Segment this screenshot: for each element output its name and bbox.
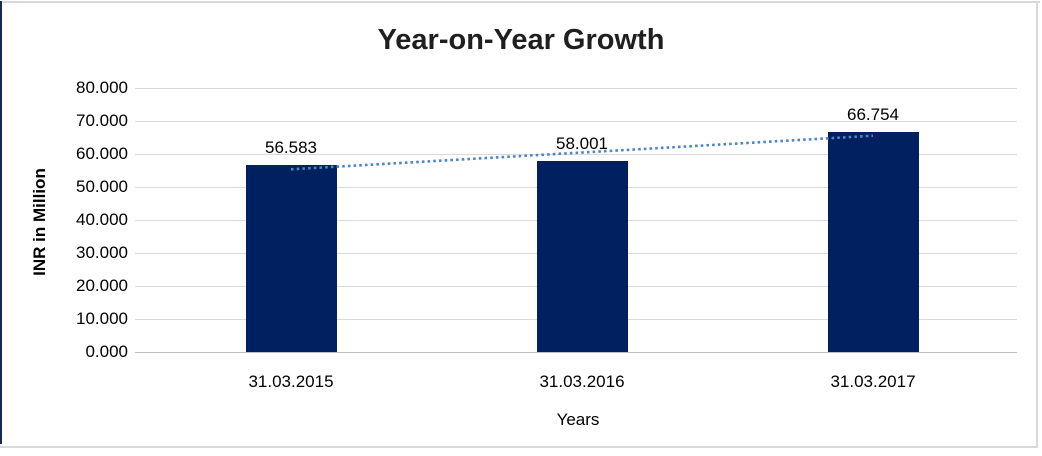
bar-31.03.2016 [536, 160, 628, 352]
x-tick-label: 31.03.2017 [830, 372, 916, 391]
data-label: 58.001 [556, 133, 608, 153]
frame-border-right [1036, 1, 1038, 448]
bar-31.03.2017 [827, 131, 919, 352]
gridline [135, 121, 1017, 122]
chart-title: Year-on-Year Growth [377, 24, 665, 56]
y-tick-label: 80.000 [76, 78, 128, 97]
x-tick-label: 31.03.2016 [539, 372, 625, 391]
y-tick-label: 20.000 [76, 276, 128, 295]
y-tick-label: 70.000 [76, 111, 128, 130]
y-tick-label: 50.000 [76, 177, 128, 196]
gridline [135, 88, 1017, 89]
data-label: 66.754 [847, 104, 899, 124]
left-accent-line [0, 1, 2, 444]
x-axis-title: Years [556, 410, 600, 429]
x-tick-label: 31.03.2015 [248, 372, 334, 391]
x-axis-line [135, 352, 1017, 353]
y-tick-label: 10.000 [76, 309, 128, 328]
data-label: 56.583 [265, 138, 317, 158]
y-tick-label: 60.000 [76, 144, 128, 163]
bar-31.03.2015 [245, 165, 337, 352]
y-tick-label: 40.000 [76, 210, 128, 229]
y-tick-label: 0.000 [85, 342, 128, 361]
frame-border-top [0, 1, 1040, 3]
frame-border-bottom [0, 446, 1038, 448]
plot-area: 56.583 58.001 66.754 [135, 88, 1017, 353]
y-tick-label: 30.000 [76, 243, 128, 262]
